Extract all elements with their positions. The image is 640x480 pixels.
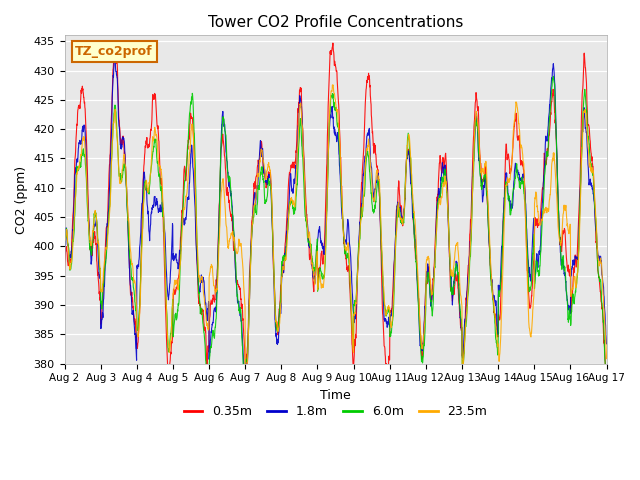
X-axis label: Time: Time xyxy=(320,389,351,402)
Y-axis label: CO2 (ppm): CO2 (ppm) xyxy=(15,166,28,234)
Title: Tower CO2 Profile Concentrations: Tower CO2 Profile Concentrations xyxy=(208,15,463,30)
Legend: 0.35m, 1.8m, 6.0m, 23.5m: 0.35m, 1.8m, 6.0m, 23.5m xyxy=(179,400,493,423)
Text: TZ_co2prof: TZ_co2prof xyxy=(76,45,153,58)
